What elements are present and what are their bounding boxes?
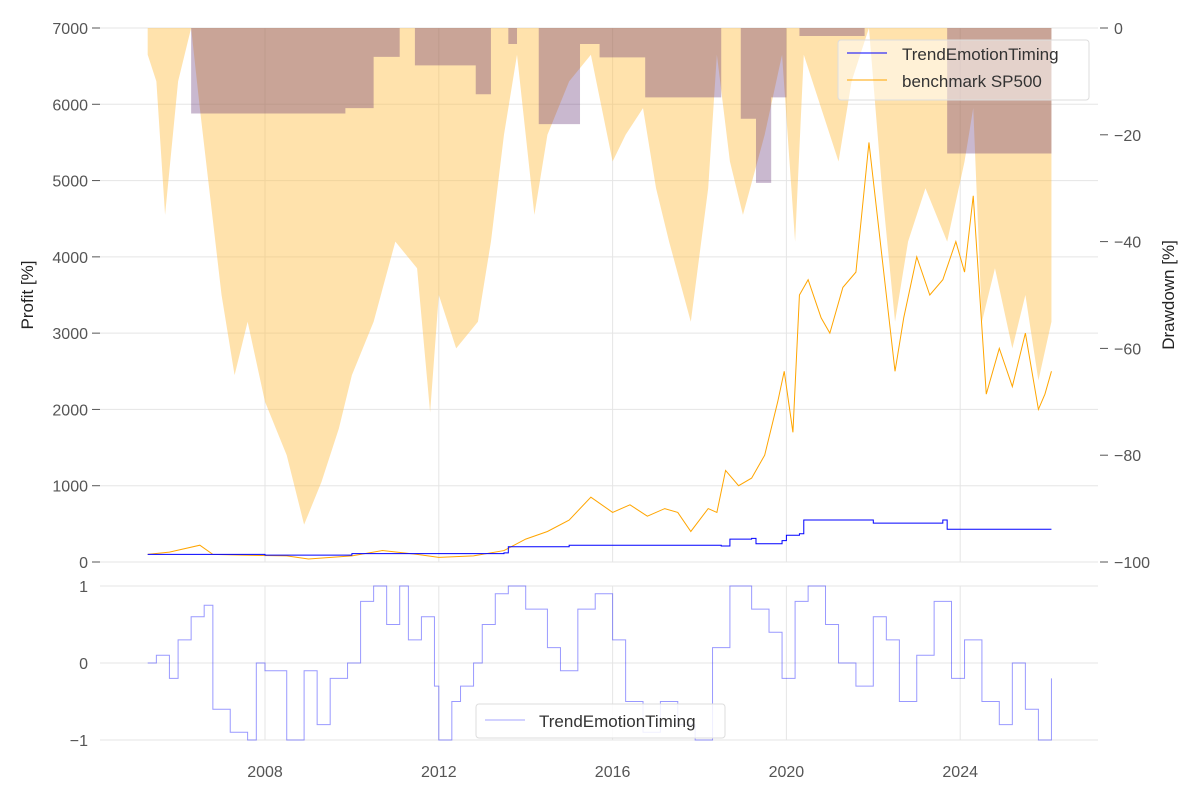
signal-line bbox=[147, 585, 1052, 741]
series-lines bbox=[147, 142, 1052, 741]
strategy-line bbox=[147, 519, 1052, 556]
y-tick-label-right: −100 bbox=[1114, 555, 1150, 572]
y-tick-label: 4000 bbox=[52, 250, 88, 267]
legend-signal[interactable]: TrendEmotionTiming bbox=[475, 703, 726, 739]
y-tick-label: 3000 bbox=[52, 326, 88, 343]
strategy-drawdown-area bbox=[147, 28, 1052, 183]
x-tick-label: 2016 bbox=[595, 764, 631, 781]
legend-label-signal: TrendEmotionTiming bbox=[539, 712, 696, 731]
benchmark-drawdown-area bbox=[147, 28, 1052, 525]
legend-label-strategy: TrendEmotionTiming bbox=[902, 45, 1059, 64]
y-tick-label: 0 bbox=[79, 555, 88, 572]
y-tick-label: 6000 bbox=[52, 97, 88, 114]
y-axis-label-right: Drawdown [%] bbox=[1159, 240, 1178, 350]
y-tick-label: 1 bbox=[79, 579, 88, 596]
y-tick-label: −1 bbox=[70, 733, 88, 750]
y-tick-label-right: −80 bbox=[1114, 448, 1141, 465]
y-axis-label-left: Profit [%] bbox=[18, 261, 37, 330]
drawdown-areas bbox=[147, 28, 1052, 525]
y-tick-label-right: −20 bbox=[1114, 128, 1141, 145]
y-tick-label-right: −40 bbox=[1114, 235, 1141, 252]
x-tick-label: 2012 bbox=[421, 764, 457, 781]
y-tick-label: 2000 bbox=[52, 402, 88, 419]
x-tick-label: 2020 bbox=[769, 764, 805, 781]
y-tick-label: 7000 bbox=[52, 21, 88, 38]
x-tick-label: 2024 bbox=[942, 764, 978, 781]
axes: 0 1000 2000 3000 4000 5000 6000 7000 0 −20 −40 −60 −… bbox=[52, 21, 1150, 781]
y-tick-label: 1000 bbox=[52, 479, 88, 496]
benchmark-line bbox=[147, 142, 1052, 560]
legend-label-benchmark: benchmark SP500 bbox=[902, 72, 1042, 91]
y-tick-label-right: −60 bbox=[1114, 341, 1141, 358]
y-tick-label: 0 bbox=[79, 656, 88, 673]
y-tick-label-right: 0 bbox=[1114, 21, 1123, 38]
x-tick-label: 2008 bbox=[247, 764, 283, 781]
y-tick-label: 5000 bbox=[52, 174, 88, 191]
legend-main[interactable]: TrendEmotionTiming benchmark SP500 bbox=[837, 39, 1090, 101]
